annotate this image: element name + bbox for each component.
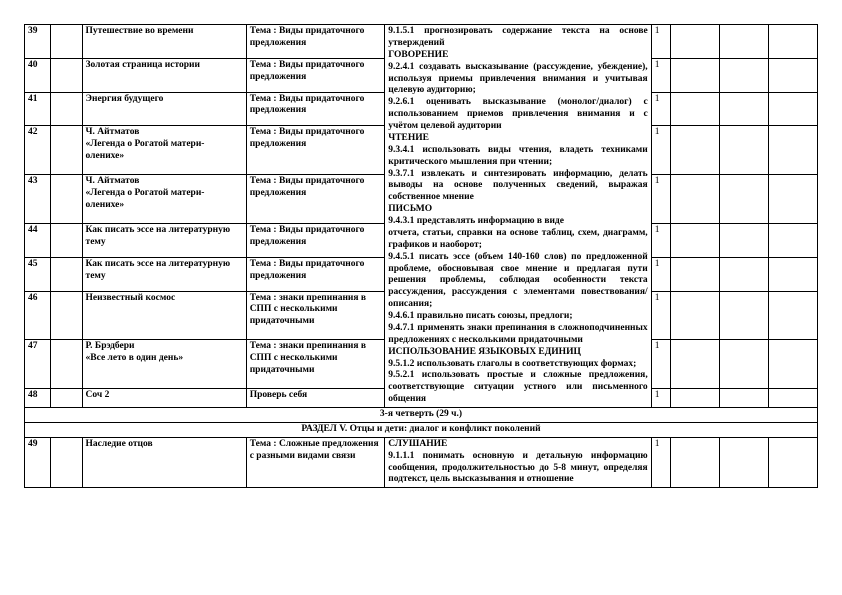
row-qty: 1: [651, 257, 670, 291]
row-number: 40: [25, 58, 51, 92]
row-number: 46: [25, 291, 51, 340]
row-theme: Тема : знаки препинания в СПП с нескольк…: [246, 340, 385, 389]
row-qty: 1: [651, 58, 670, 92]
row-topic: Р. Брэдбери«Все лето в один день»: [82, 340, 246, 389]
row-qty: 1: [651, 340, 670, 389]
row-topic: Энергия будущего: [82, 92, 246, 126]
row-number: 44: [25, 223, 51, 257]
row-number: 49: [25, 437, 51, 488]
row-topic: Неизвестный космос: [82, 291, 246, 340]
row-topic: Путешествие во времени: [82, 25, 246, 59]
row-theme: Тема : Виды придаточного предложения: [246, 175, 385, 224]
row-theme: Тема : Сложные предложения с разными вид…: [246, 437, 385, 488]
row-topic: Как писать эссе на литературную тему: [82, 257, 246, 291]
row-objectives: СЛУШАНИЕ9.1.1.1 понимать основную и дета…: [385, 437, 651, 488]
row-theme: Тема : Виды придаточного предложения: [246, 58, 385, 92]
table-row: 49 Наследие отцовТема : Сложные предложен…: [25, 437, 818, 488]
row-number: 48: [25, 389, 51, 408]
section-header: РАЗДЕЛ V. Отцы и дети: диалог и конфликт…: [25, 422, 818, 437]
quarter-header: 3-я четверть (29 ч.): [25, 408, 818, 423]
row-theme: Тема : Виды придаточного предложения: [246, 25, 385, 59]
section-header-row: РАЗДЕЛ V. Отцы и дети: диалог и конфликт…: [25, 422, 818, 437]
row-topic: Соч 2: [82, 389, 246, 408]
curriculum-table: 39 Путешествие во времениТема : Виды при…: [24, 24, 818, 488]
row-theme: Тема : Виды придаточного предложения: [246, 257, 385, 291]
row-theme: Тема : Виды придаточного предложения: [246, 126, 385, 175]
objectives-block: 9.1.5.1 прогнозировать содержание текста…: [385, 25, 651, 408]
row-qty: 1: [651, 126, 670, 175]
row-qty: 1: [651, 389, 670, 408]
row-qty: 1: [651, 223, 670, 257]
row-theme: Проверь себя: [246, 389, 385, 408]
row-topic: Как писать эссе на литературную тему: [82, 223, 246, 257]
table-row: 39 Путешествие во времениТема : Виды при…: [25, 25, 818, 59]
row-topic: Золотая страница истории: [82, 58, 246, 92]
row-qty: 1: [651, 291, 670, 340]
row-topic: Наследие отцов: [82, 437, 246, 488]
quarter-header-row: 3-я четверть (29 ч.): [25, 408, 818, 423]
row-number: 39: [25, 25, 51, 59]
row-theme: Тема : Виды придаточного предложения: [246, 223, 385, 257]
row-topic: Ч. Айтматов«Легенда о Рогатой матери-оле…: [82, 175, 246, 224]
row-number: 41: [25, 92, 51, 126]
row-qty: 1: [651, 25, 670, 59]
row-topic: Ч. Айтматов«Легенда о Рогатой матери-оле…: [82, 126, 246, 175]
row-theme: Тема : знаки препинания в СПП с нескольк…: [246, 291, 385, 340]
row-qty: 1: [651, 175, 670, 224]
row-qty: 1: [651, 437, 670, 488]
row-number: 45: [25, 257, 51, 291]
row-theme: Тема : Виды придаточного предложения: [246, 92, 385, 126]
row-number: 42: [25, 126, 51, 175]
row-number: 43: [25, 175, 51, 224]
row-qty: 1: [651, 92, 670, 126]
row-number: 47: [25, 340, 51, 389]
